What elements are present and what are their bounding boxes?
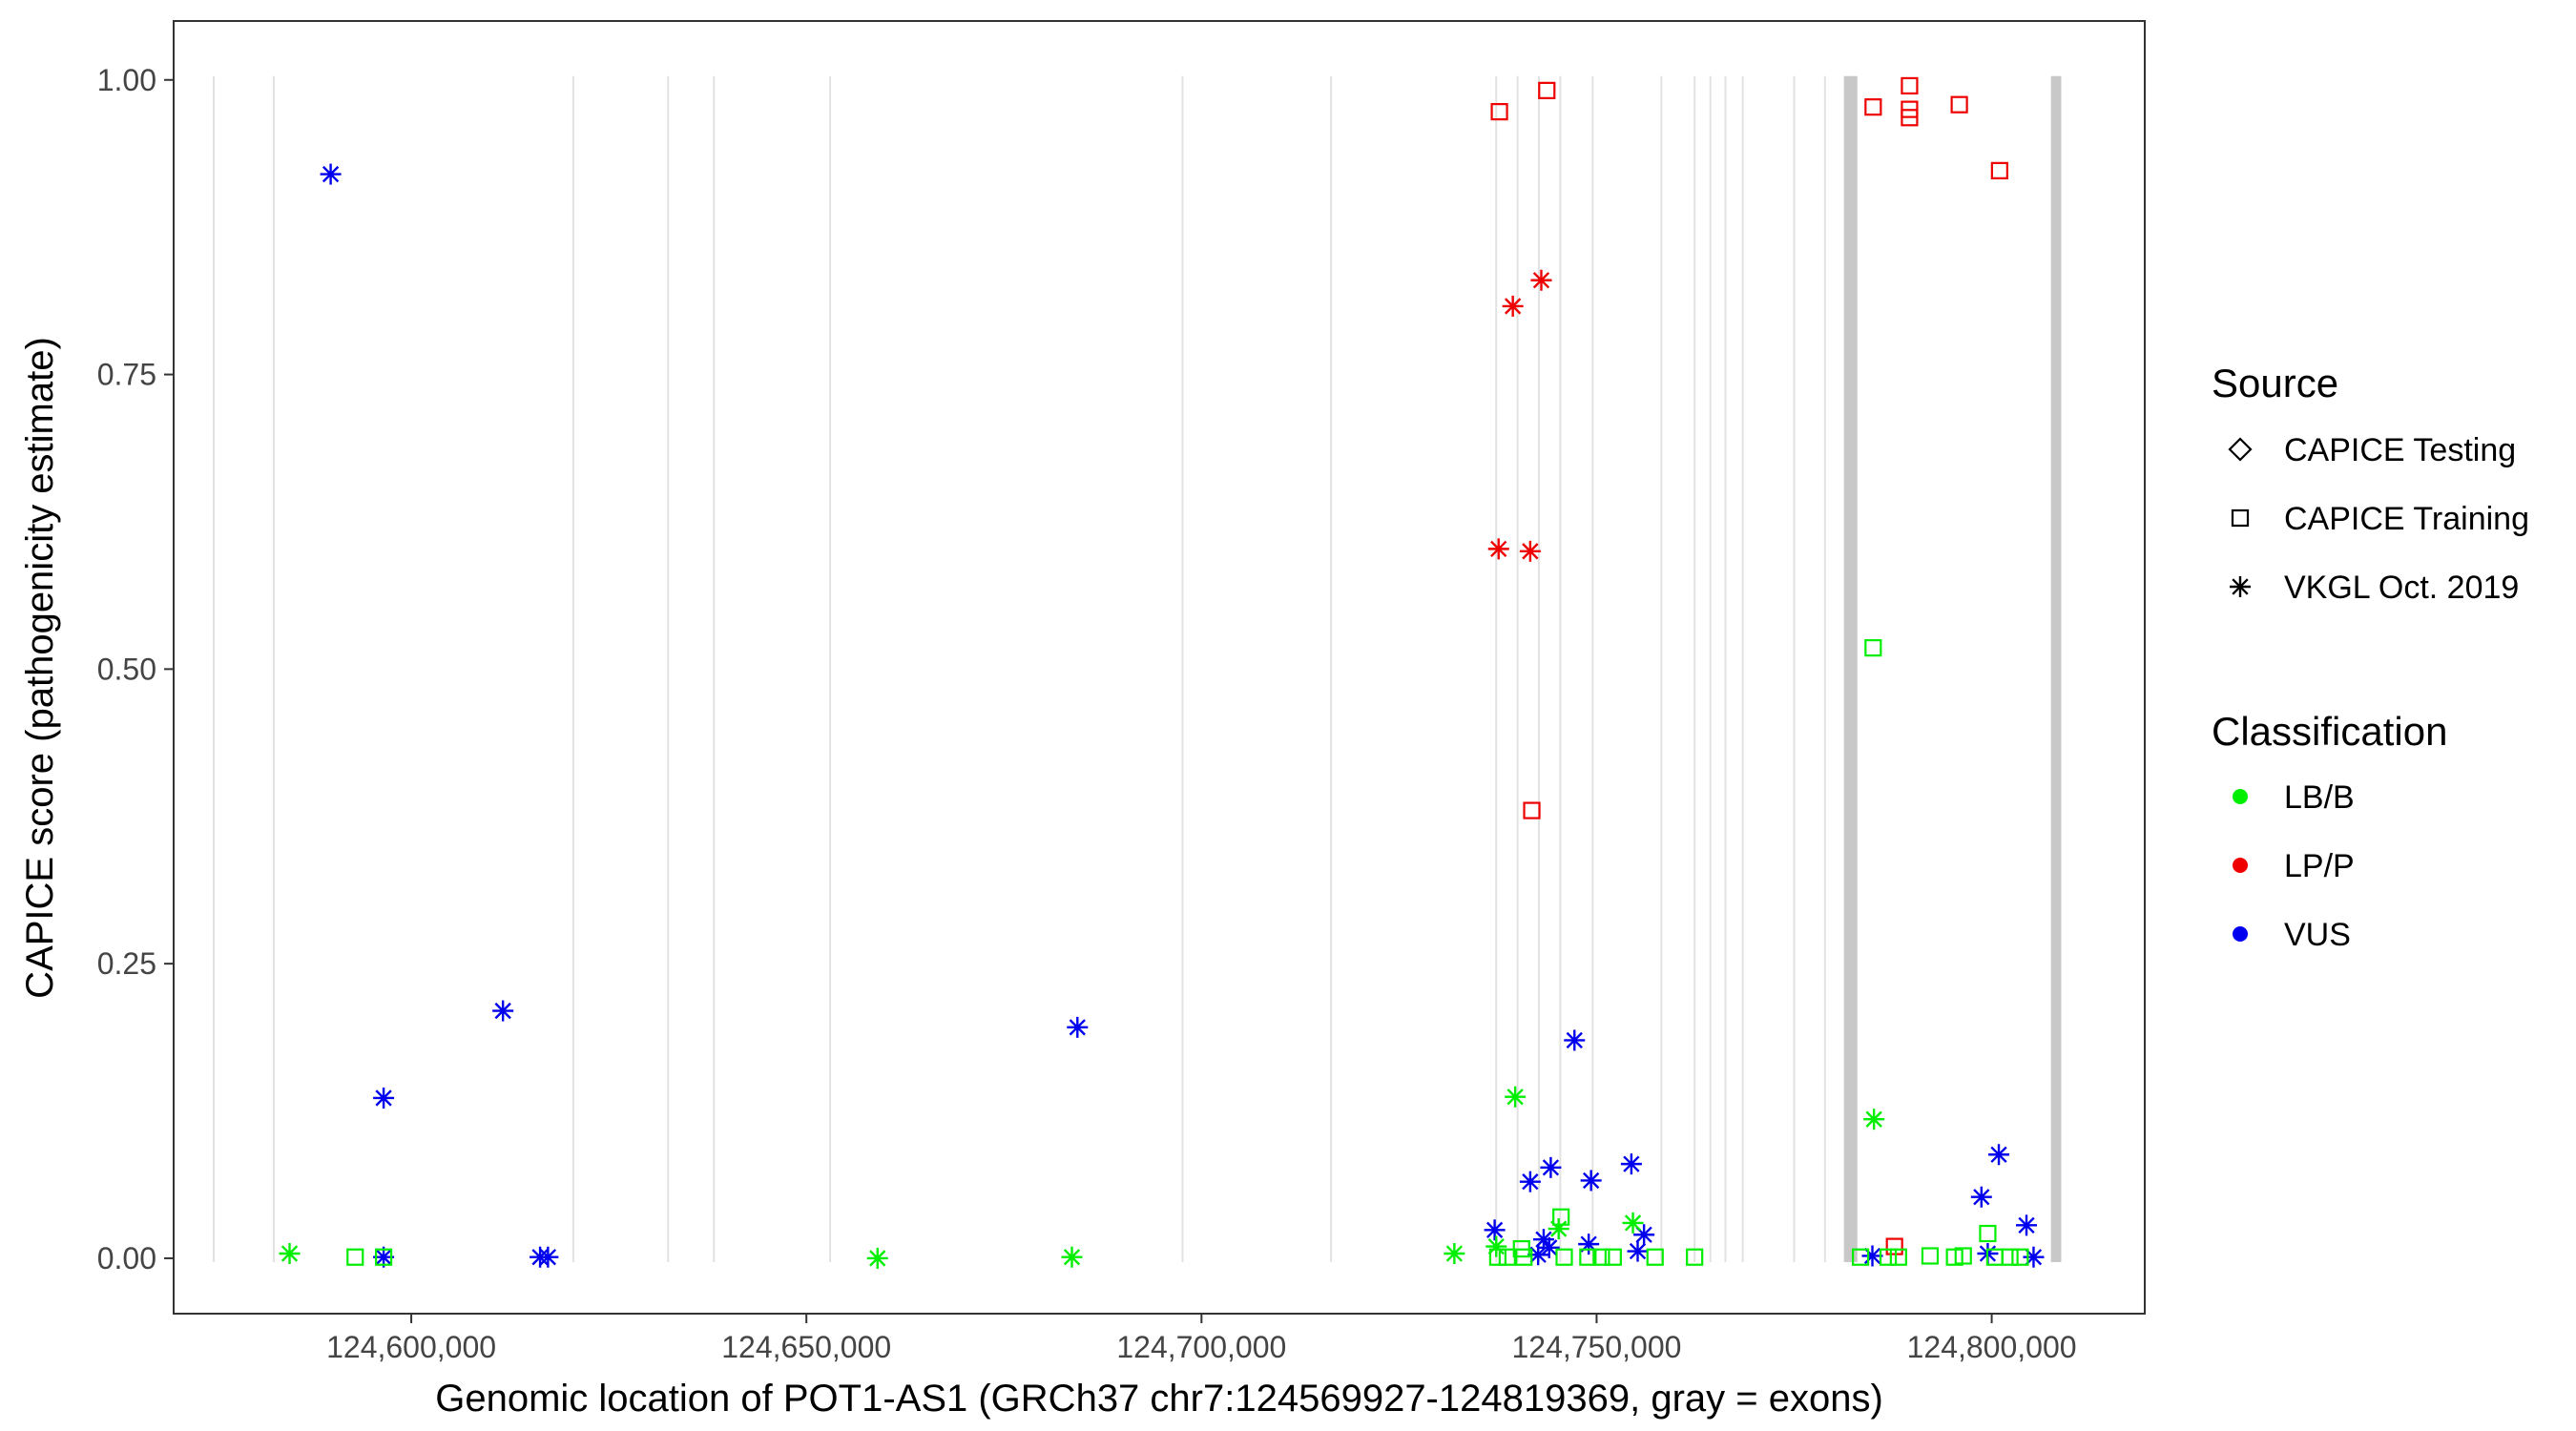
data-point: [1488, 1248, 1507, 1266]
data-point: [1530, 269, 1552, 291]
data-point: [1538, 81, 1556, 99]
data-point: [1604, 1248, 1622, 1266]
data-point: [1540, 1156, 1562, 1178]
data-point: [1505, 1086, 1527, 1108]
legend-source-key: [2228, 437, 2253, 462]
data-point: [1548, 1218, 1569, 1240]
data-point: [2011, 1248, 2029, 1266]
data-point: [1580, 1170, 1602, 1192]
data-point: [1901, 109, 1919, 127]
x-tick-label: 124,700,000: [1116, 1330, 1286, 1364]
y-tick-label: 0.25: [97, 946, 156, 981]
data-point: [1555, 1248, 1573, 1266]
y-tick-label: 0.50: [97, 652, 156, 686]
data-point: [1627, 1240, 1649, 1262]
legend: Source CAPICE Testing CAPICE Training VKGL…: [2212, 361, 2529, 953]
data-point: [1620, 1153, 1642, 1175]
data-point: [866, 1247, 888, 1269]
data-point: [1067, 1016, 1089, 1038]
data-point: [1502, 295, 1524, 317]
data-point: [1515, 1248, 1533, 1266]
data-point: [537, 1246, 559, 1268]
data-point: [1519, 1171, 1541, 1192]
data-point: [279, 1243, 301, 1265]
data-point: [1523, 801, 1541, 819]
x-tick-label: 124,750,000: [1511, 1330, 1681, 1364]
data-point: [1538, 1236, 1560, 1258]
y-axis-title: CAPICE score (pathogenicity estimate): [19, 337, 61, 999]
data-point: [492, 1000, 514, 1022]
data-point: [1879, 1248, 1898, 1266]
data-point: [1970, 1186, 1992, 1208]
data-point: [1979, 1224, 1997, 1243]
data-point: [1444, 1243, 1465, 1265]
legend-classification-title: Classification: [2212, 709, 2447, 754]
data-point: [1552, 1208, 1570, 1226]
data-point: [1901, 76, 1919, 95]
x-axis: 124,600,000 124,650,000 124,700,000 124,750…: [326, 1314, 2077, 1364]
data-point: [1863, 1109, 1885, 1130]
data-point: [1864, 98, 1882, 116]
x-tick-label: 124,650,000: [721, 1330, 891, 1364]
x-tick-label: 124,800,000: [1907, 1330, 2077, 1364]
data-point: [1061, 1246, 1083, 1268]
y-tick-label: 0.75: [97, 358, 156, 392]
legend-source-label: CAPICE Testing: [2284, 432, 2516, 468]
data-point: [320, 163, 342, 185]
data-point: [1889, 1248, 1907, 1266]
legend-class-label: VUS: [2284, 917, 2351, 953]
panel-border: [173, 20, 2146, 1315]
legend-class-key: [2233, 858, 2248, 873]
exon-layer: [213, 75, 2062, 1262]
legend-source-label: VKGL Oct. 2019: [2284, 570, 2519, 606]
data-point: [1646, 1248, 1664, 1266]
legend-source-key: [2231, 508, 2250, 528]
panel-background: [174, 21, 2145, 1314]
legend-class-items: LB/B LP/P VUS: [2233, 779, 2355, 953]
data-point: [1954, 1247, 1972, 1265]
data-point: [1579, 1248, 1597, 1266]
x-axis-title: Genomic location of POT1-AS1 (GRCh37 chr…: [435, 1378, 1883, 1420]
data-point: [1921, 1247, 1940, 1265]
legend-source-items: CAPICE Testing CAPICE Training VKGL Oct. 2…: [2228, 432, 2529, 606]
data-point: [2001, 1248, 2019, 1266]
y-tick-label: 1.00: [97, 63, 156, 97]
data-point: [1592, 1248, 1610, 1266]
data-point: [1622, 1212, 1644, 1234]
data-point: [1519, 540, 1541, 562]
legend-source-key: [2230, 576, 2251, 597]
data-point: [2016, 1214, 2038, 1236]
data-point: [1864, 639, 1882, 657]
legend-class-key: [2233, 926, 2248, 942]
exon-bar: [1843, 75, 1858, 1262]
data-point: [1885, 1237, 1903, 1255]
data-point: [1686, 1248, 1704, 1266]
data-point: [1851, 1248, 1870, 1266]
data-point: [346, 1248, 364, 1266]
legend-class-label: LB/B: [2284, 779, 2355, 816]
x-tick-label: 124,600,000: [326, 1330, 496, 1364]
data-point: [1945, 1248, 1963, 1266]
data-point: [1990, 161, 2008, 179]
data-point: [1498, 1248, 1516, 1266]
data-point: [373, 1087, 395, 1109]
data-point: [1484, 1219, 1506, 1241]
points-layer: [279, 76, 2045, 1269]
legend-class-label: LP/P: [2284, 848, 2355, 884]
data-point: [1564, 1029, 1586, 1051]
data-point: [1487, 538, 1509, 560]
data-point: [374, 1248, 393, 1266]
legend-source-title: Source: [2212, 361, 2338, 405]
data-point: [1532, 1229, 1554, 1251]
data-point: [1485, 1235, 1507, 1257]
y-tick-label: 0.00: [97, 1241, 156, 1275]
data-point: [1988, 1144, 2010, 1166]
data-point: [1490, 103, 1508, 121]
exon-bar: [2050, 75, 2062, 1262]
data-point: [1950, 95, 1968, 114]
legend-source-label: CAPICE Training: [2284, 501, 2529, 537]
y-axis: 0.00 0.25 0.50 0.75 1.00: [97, 63, 174, 1275]
legend-class-key: [2233, 789, 2248, 804]
